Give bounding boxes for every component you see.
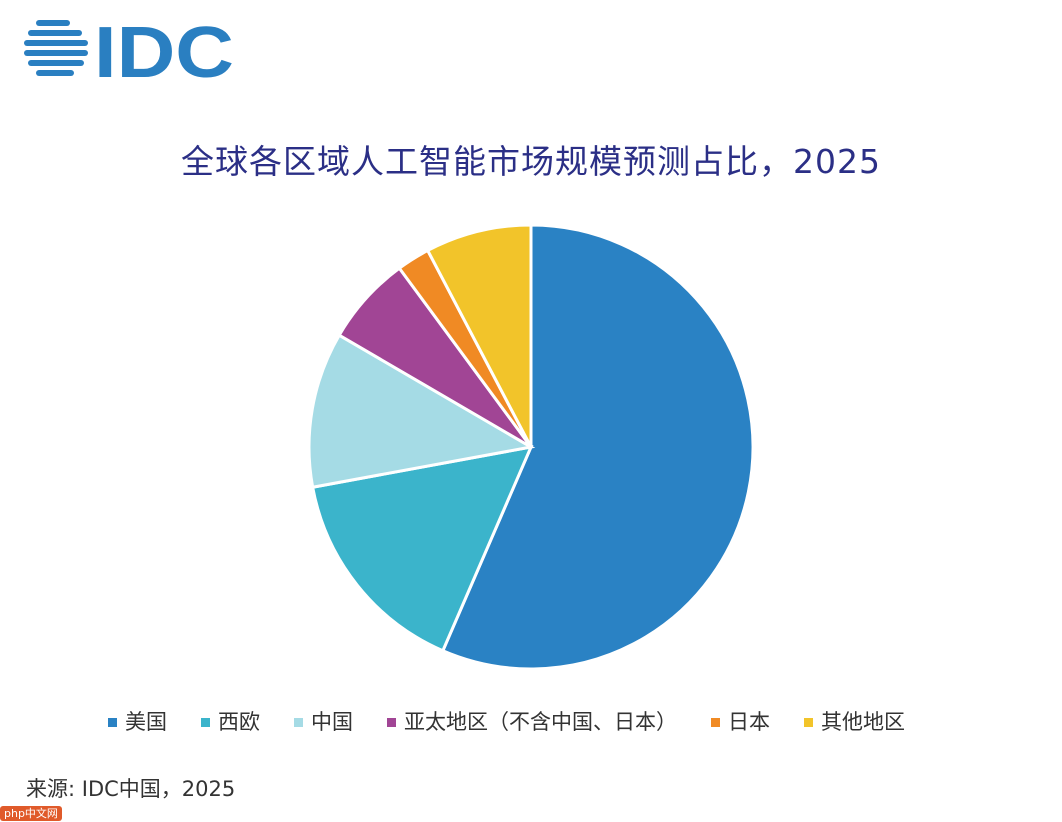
source-note: 来源: IDC中国，2025 xyxy=(26,777,236,801)
legend-label: 其他地区 xyxy=(821,710,905,734)
legend-swatch xyxy=(294,717,303,727)
legend-item: 美国 xyxy=(108,708,167,736)
legend-swatch xyxy=(711,717,720,727)
legend: 美国 西欧 中国 亚太地区（不含中国、日本） 日本 其他地区 xyxy=(108,708,939,736)
pie-chart xyxy=(307,223,755,671)
legend-item: 西欧 xyxy=(201,708,260,736)
pie-slice-1 xyxy=(310,445,534,653)
svg-text:IDC: IDC xyxy=(94,14,234,84)
legend-swatch xyxy=(201,717,210,727)
watermark: php中文网 xyxy=(0,806,62,821)
chart-title: 全球各区域人工智能市场规模预测占比，2025 xyxy=(181,142,881,181)
legend-item: 中国 xyxy=(294,708,353,736)
legend-swatch xyxy=(108,717,117,727)
legend-label: 西欧 xyxy=(218,710,260,734)
legend-item: 日本 xyxy=(711,708,770,736)
legend-label: 日本 xyxy=(728,710,770,734)
legend-swatch xyxy=(804,717,813,727)
legend-item: 其他地区 xyxy=(804,708,905,736)
legend-swatch xyxy=(387,717,396,727)
legend-label: 亚太地区（不含中国、日本） xyxy=(404,710,677,734)
idc-logo: IDC xyxy=(24,14,234,84)
pie-slice-2 xyxy=(307,333,536,489)
pie-slice-5 xyxy=(425,223,533,448)
legend-label: 美国 xyxy=(125,710,167,734)
legend-label: 中国 xyxy=(311,710,353,734)
pie-slice-0 xyxy=(440,223,755,671)
legend-item: 亚太地区（不含中国、日本） xyxy=(387,708,677,736)
